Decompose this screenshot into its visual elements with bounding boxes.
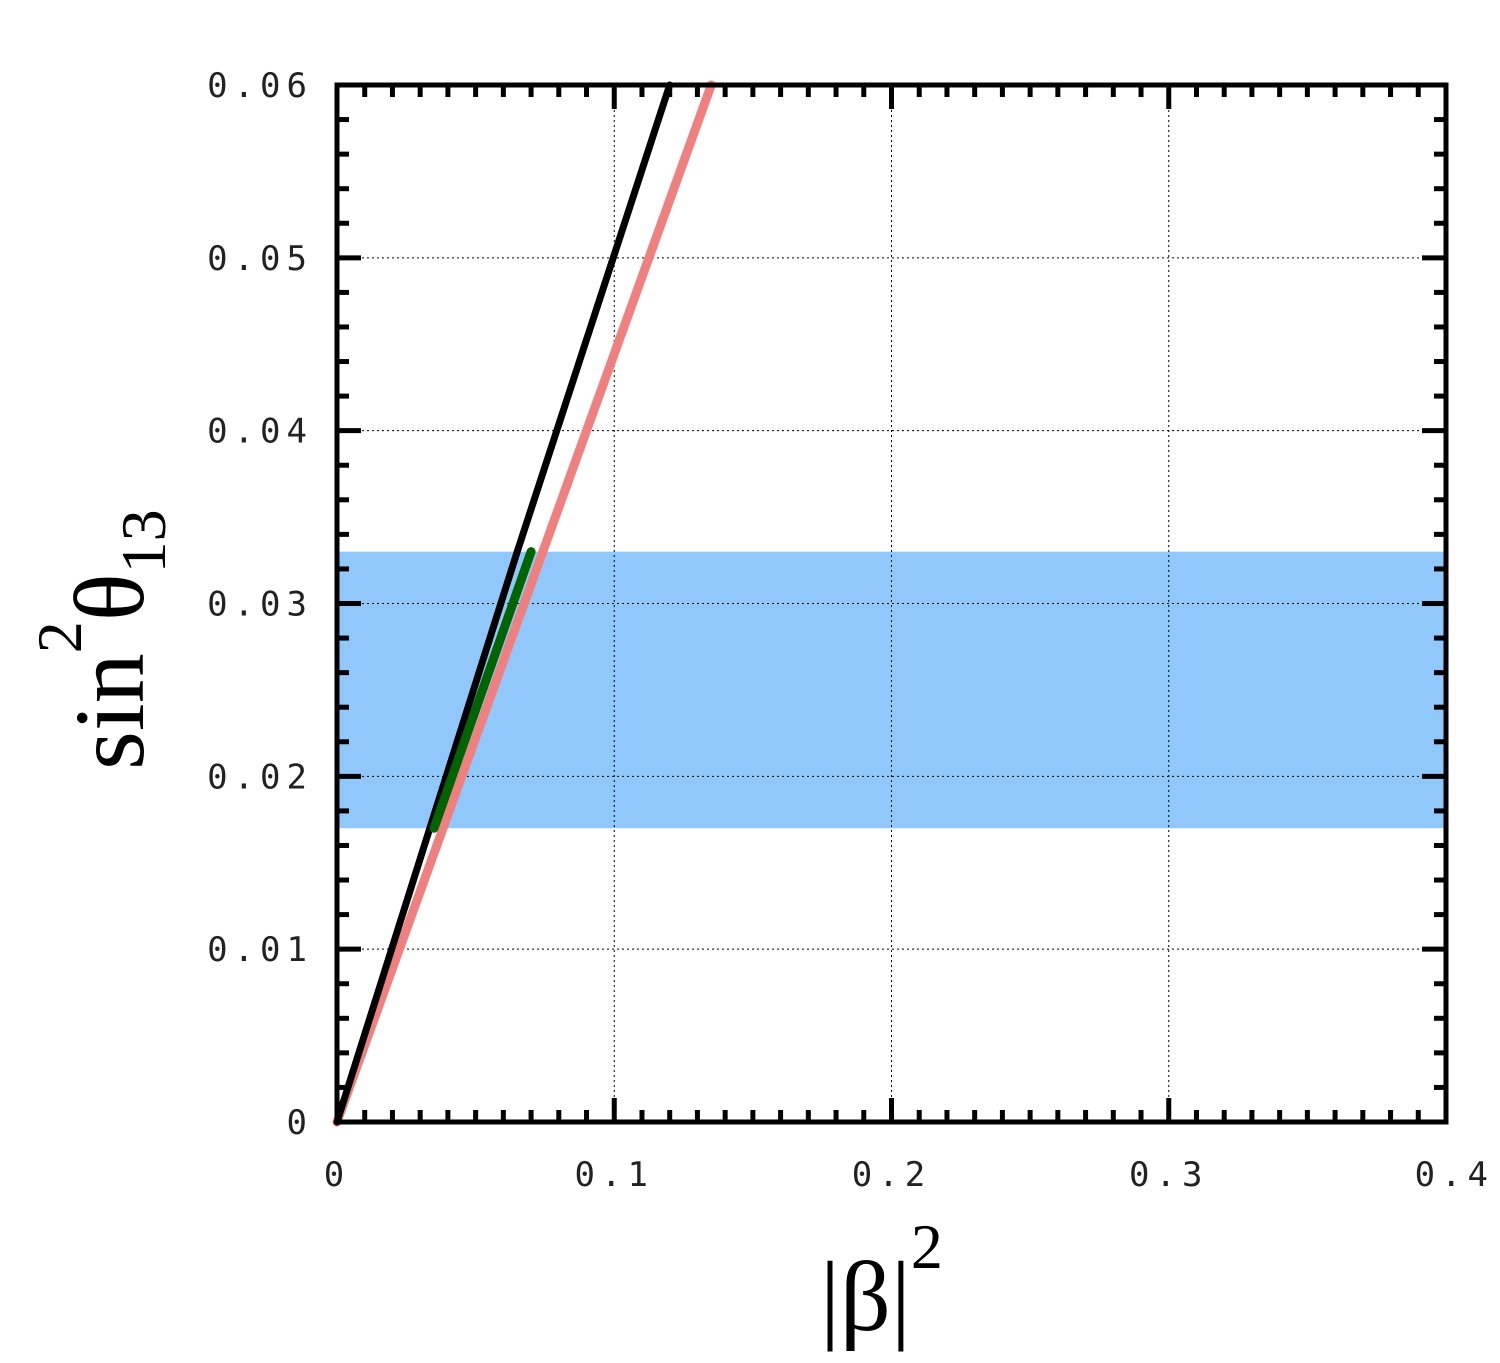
y-tick-label: 0.06 (207, 66, 313, 106)
x-tick-label: 0.4 (1415, 1155, 1494, 1195)
y-tick-label: 0.05 (207, 239, 313, 279)
frame-layer (334, 82, 1449, 1125)
y-axis-title-sub: 13 (108, 509, 179, 573)
x-tick-label: 0.1 (575, 1155, 654, 1195)
series-line-3 (429, 547, 536, 833)
series-line-1 (332, 80, 716, 1127)
y-axis-title-sup: 2 (24, 621, 95, 653)
x-axis-title-sup: 2 (911, 1211, 943, 1282)
y-tick-label: 0.01 (207, 930, 313, 970)
series-line-2 (333, 81, 674, 1126)
y-tick-label: 0.02 (207, 757, 313, 797)
x-axis-title: |β|2 (820, 1211, 943, 1352)
x-tick-label: 0 (324, 1155, 350, 1195)
y-tick-label: 0.03 (207, 585, 313, 625)
y-tick-label: 0.04 (207, 412, 313, 452)
x-axis-title-base: |β| (820, 1241, 911, 1352)
y-axis-title: sin2θ13 (24, 509, 179, 770)
series-layer (332, 80, 716, 1127)
x-tick-label: 0.2 (852, 1155, 931, 1195)
y-axis-title-base: sin (54, 653, 165, 770)
y-axis-title-theta: θ (54, 573, 165, 621)
x-tick-label: 0.3 (1129, 1155, 1208, 1195)
label-layer: 0 0.1 0.2 0.3 0.4 0 0.01 0.02 0.03 0.04 0.05 0.06 (207, 66, 1494, 1195)
y-tick-label: 0 (287, 1103, 313, 1143)
